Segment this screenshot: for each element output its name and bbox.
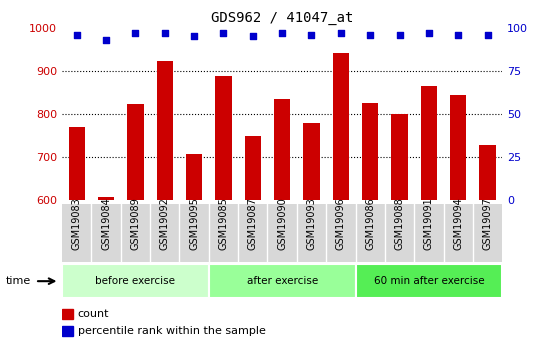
Text: 60 min after exercise: 60 min after exercise [374,276,484,286]
Text: after exercise: after exercise [247,276,318,286]
Bar [186,155,202,200]
Text: time: time [5,276,31,286]
Point [278,30,286,36]
Text: percentile rank within the sample: percentile rank within the sample [78,326,265,336]
FancyBboxPatch shape [62,264,209,298]
FancyBboxPatch shape [355,264,502,298]
Title: GDS962 / 41047_at: GDS962 / 41047_at [211,11,353,25]
Bar [62,309,73,319]
Point [366,32,375,37]
Bar [421,86,437,200]
Text: before exercise: before exercise [96,276,176,286]
Bar [215,76,232,200]
Bar [392,114,408,200]
Point [424,30,433,36]
Bar [303,124,320,200]
Point [336,30,345,36]
Bar [62,326,73,336]
Point [395,32,404,37]
Bar [362,103,378,200]
Bar [480,145,496,200]
Point [248,33,257,39]
Bar [450,95,466,200]
FancyBboxPatch shape [209,264,355,298]
Bar [274,99,290,200]
Bar [245,136,261,200]
Point [454,32,462,37]
Bar [157,61,173,200]
Bar [98,197,114,200]
Point [307,32,316,37]
Point [131,30,140,36]
Point [483,32,492,37]
Bar [69,127,85,200]
Point [102,37,111,42]
Point [72,32,81,37]
Bar [127,104,144,200]
Point [160,30,169,36]
Point [190,33,199,39]
Text: count: count [78,309,109,319]
Bar [333,53,349,200]
Point [219,30,228,36]
